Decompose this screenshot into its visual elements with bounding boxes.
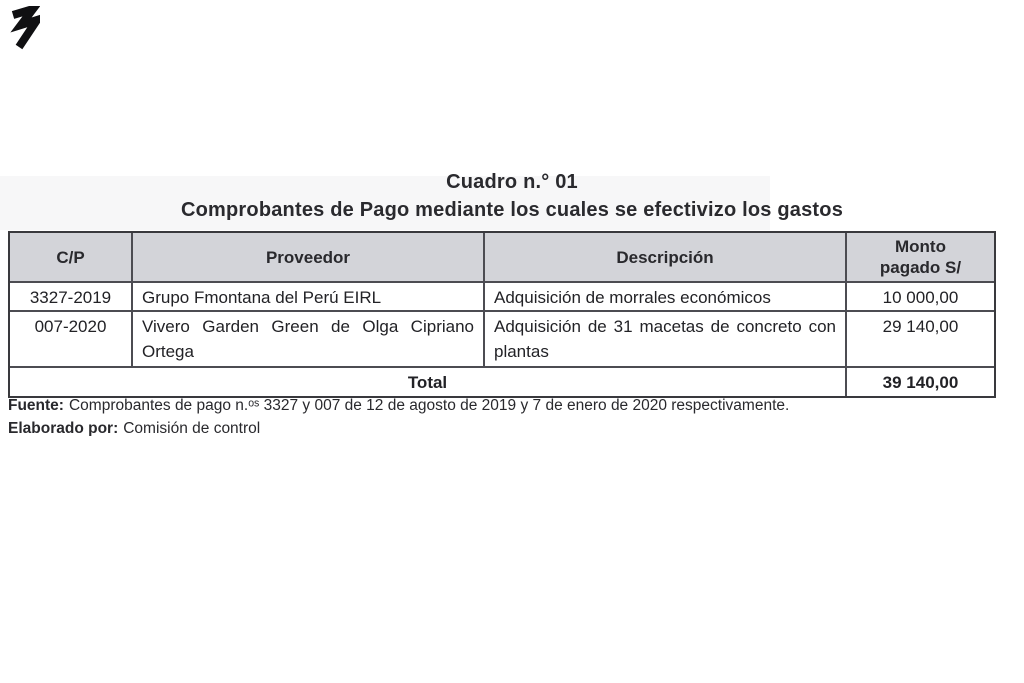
scan-shading: [0, 176, 770, 230]
header-cell-proveedor: Proveedor: [133, 233, 485, 283]
page-subtitle: Comprobantes de Pago mediante los cuales…: [180, 199, 844, 221]
total-value-cell: 39 140,00: [882, 373, 959, 392]
scan-artifact-mark: [10, 6, 40, 50]
table-row-2-proveedor-text: Vivero Garden Green de Olga Cipriano Ort…: [142, 317, 474, 361]
header-cell-descripcion: Descripción: [485, 233, 847, 283]
header-cell-monto: Monto pagado S/: [847, 233, 994, 283]
table-row-1-monto: 10 000,00: [847, 283, 994, 312]
prepared-by-label: Elaborado por:: [8, 420, 119, 436]
source-note-label: Fuente:: [8, 397, 64, 414]
table-row-2-descripcion: Adquisición de 31 macetas de concreto co…: [485, 312, 847, 368]
header-cell-cp: C/P: [10, 233, 133, 283]
prepared-by-note: Elaborado por: Comisión de control: [8, 419, 260, 436]
page-title: Cuadro n.° 01: [446, 171, 578, 193]
table-row-2-descripcion-text: Adquisición de 31 macetas de concreto co…: [494, 317, 836, 361]
table-row-2-proveedor: Vivero Garden Green de Olga Cipriano Ort…: [133, 312, 485, 368]
total-label-cell: Total: [10, 368, 847, 396]
source-note-text: Comprobantes de pago n.ᵒˢ 3327 y 007 de …: [68, 397, 790, 414]
header-cell-monto-text: Monto pagado S/: [879, 237, 962, 277]
source-note: Fuente: Comprobantes de pago n.ᵒˢ 3327 y …: [8, 397, 789, 415]
payments-table: C/P Proveedor Descripción Monto pagado S…: [8, 231, 996, 398]
table-row-1-cp: 3327-2019: [10, 283, 133, 312]
table-row-2-monto: 29 140,00: [847, 312, 994, 368]
table-row-1-descripcion: Adquisición de morrales económicos: [485, 283, 847, 312]
table-row-2-cp: 007-2020: [10, 312, 133, 368]
prepared-by-text: Comisión de control: [123, 420, 261, 436]
table-row-1-proveedor: Grupo Fmontana del Perú EIRL: [133, 283, 485, 312]
